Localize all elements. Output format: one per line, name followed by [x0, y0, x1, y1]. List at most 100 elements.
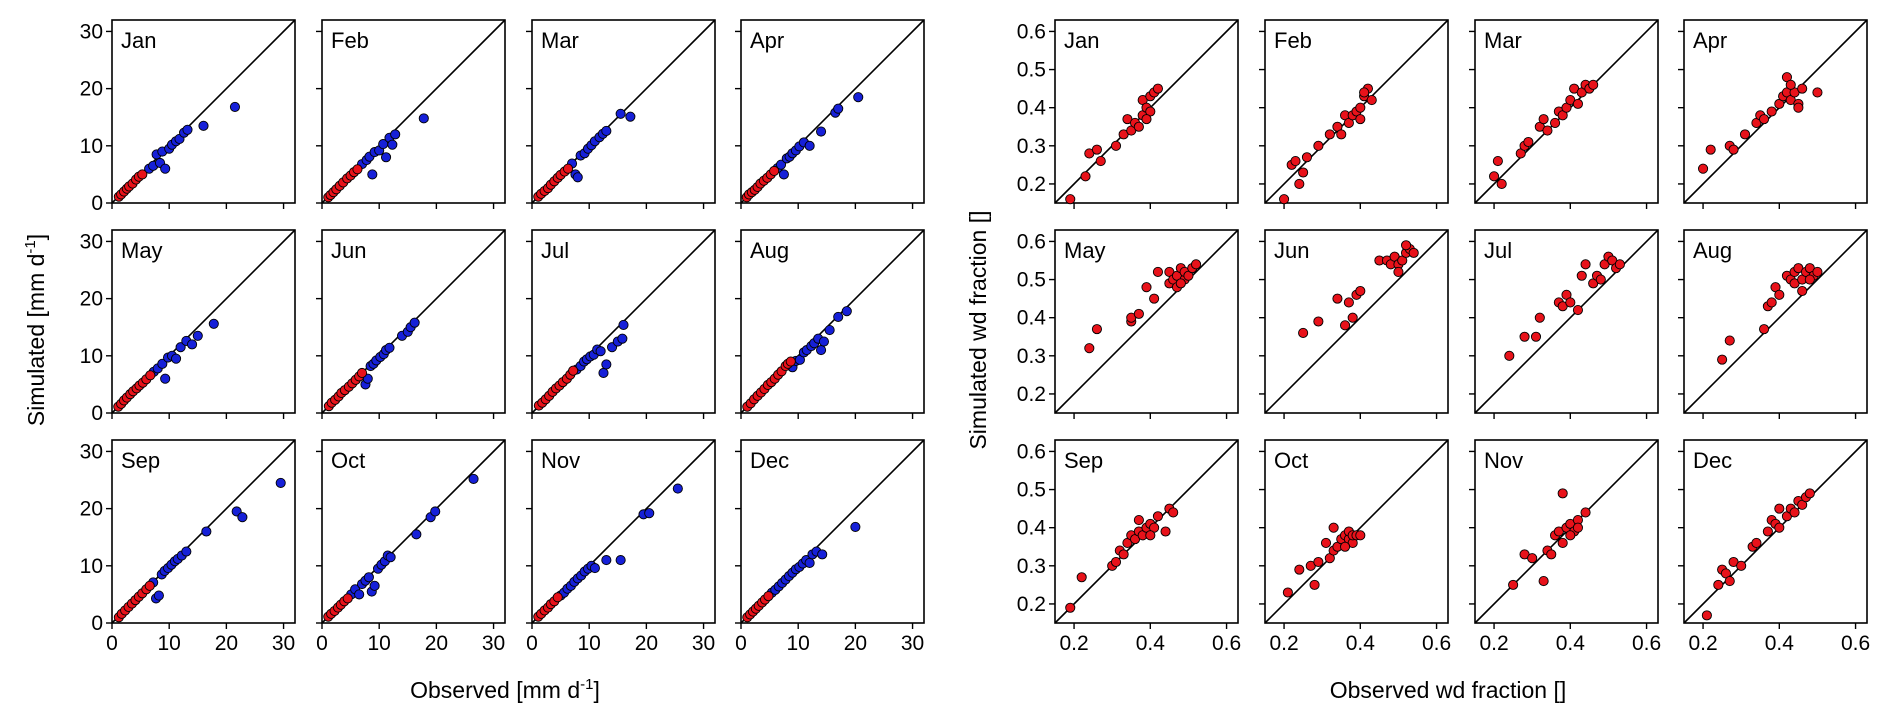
data-point-red: [1133, 515, 1144, 526]
points: [1698, 72, 1823, 174]
panel-right-mar: Mar: [1469, 19, 1659, 209]
data-point-red: [1080, 171, 1091, 182]
month-label: Feb: [1274, 28, 1312, 53]
data-point-red: [1774, 522, 1785, 533]
data-point-red: [1141, 282, 1152, 293]
panel-right-may: 0.2 0.3 0.4 0.5 0.6 May: [1017, 229, 1239, 419]
month-label: Oct: [331, 448, 365, 473]
data-point-blue: [387, 139, 398, 150]
left-y-axis-title: Simulated [mm d-1]: [22, 234, 49, 426]
month-label: Jun: [331, 238, 366, 263]
points: [113, 101, 241, 202]
month-label: Jan: [121, 28, 156, 53]
x-tick-label: 0.6: [1841, 632, 1870, 655]
data-point-red: [1408, 247, 1419, 258]
data-point-red: [1797, 285, 1808, 297]
data-point-red: [1580, 259, 1591, 270]
data-point-red: [1538, 114, 1549, 125]
data-point-red: [1366, 95, 1377, 106]
data-point-red: [1538, 576, 1549, 587]
data-point-red: [1701, 610, 1712, 621]
data-point-blue: [182, 124, 193, 135]
data-point-blue: [385, 552, 396, 563]
points: [742, 306, 852, 412]
data-point-blue: [589, 563, 600, 574]
y-tick-label: 10: [80, 345, 103, 368]
points: [1279, 83, 1377, 205]
month-label: Oct: [1274, 448, 1308, 473]
data-point-red: [1355, 114, 1366, 125]
data-point-red: [1076, 572, 1087, 583]
data-point-red: [1168, 507, 1179, 518]
panel-frame: [1054, 229, 1239, 414]
one-to-one-line: [1474, 229, 1659, 414]
month-label: Jun: [1274, 238, 1309, 263]
month-label: Jul: [541, 238, 569, 263]
data-point-blue: [775, 159, 787, 170]
x-tick-label: 10: [787, 632, 810, 655]
points: [323, 473, 479, 622]
x-tick-label: 20: [844, 632, 867, 655]
panel-frame: [740, 229, 925, 414]
data-point-blue: [354, 589, 365, 600]
data-point-blue: [237, 512, 248, 523]
data-point-blue: [816, 126, 827, 137]
y-tick-label: 0.2: [1017, 593, 1046, 616]
y-tick-label: 0.4: [1017, 307, 1047, 330]
x-tick-label: 0.2: [1059, 632, 1088, 655]
data-point-red: [1565, 530, 1576, 541]
points: [1717, 263, 1823, 365]
panel-frame: [1264, 19, 1449, 204]
data-point-blue: [153, 590, 164, 601]
data-point-red: [1343, 297, 1354, 308]
data-point-blue: [229, 101, 241, 112]
data-point-red: [1313, 140, 1324, 151]
x-tick-label: 0.4: [1765, 632, 1795, 655]
data-point-red: [1542, 125, 1553, 136]
data-point-blue: [615, 555, 626, 566]
x-tick-label: 30: [901, 632, 924, 655]
panel-right-jan: 0.2 0.3 0.4 0.5 0.6 Jan: [1017, 19, 1239, 209]
panel-right-feb: Feb: [1259, 19, 1449, 209]
panel-right-aug: Aug: [1678, 229, 1868, 419]
data-point-red: [1347, 312, 1358, 323]
data-point-blue: [778, 169, 789, 180]
panel-frame: [531, 19, 716, 204]
data-point-red: [1797, 83, 1808, 94]
data-point-red: [1359, 87, 1370, 98]
data-point-red: [1785, 79, 1796, 90]
y-tick-label: 30: [80, 20, 103, 43]
data-point-red: [1804, 488, 1815, 499]
panel-frame: [1264, 439, 1449, 624]
points: [113, 477, 286, 623]
x-tick-label: 20: [215, 632, 238, 655]
data-point-blue: [824, 325, 835, 336]
data-point-red: [1614, 259, 1625, 270]
y-tick-label: 0.6: [1017, 20, 1046, 43]
panel-frame: [531, 229, 716, 414]
data-point-blue: [601, 125, 612, 136]
panel-frame: [1683, 439, 1868, 624]
y-tick-label: 0.2: [1017, 383, 1046, 406]
data-point-red: [785, 356, 796, 367]
y-tick-label: 0.3: [1017, 345, 1046, 368]
month-label: Aug: [1693, 238, 1732, 263]
points: [1504, 251, 1625, 361]
data-point-red: [1736, 560, 1747, 571]
data-point-blue: [850, 521, 861, 532]
left-panel-grid: 0 10 20 30 Jan Feb Mar Apr 0 10 20 30 May Jun Jul Aug 0 1…: [80, 19, 925, 655]
month-label: Dec: [750, 448, 789, 473]
y-tick-label: 0.5: [1017, 269, 1046, 292]
data-point-red: [1065, 602, 1076, 613]
panel-right-nov: 0.2 0.4 0.6 Nov: [1469, 439, 1661, 655]
data-point-red: [1812, 266, 1823, 277]
data-point-red: [1557, 488, 1568, 499]
data-point-blue: [369, 580, 380, 591]
data-point-red: [1774, 503, 1785, 514]
data-point-blue: [601, 555, 612, 566]
data-point-red: [1328, 522, 1339, 533]
data-point-red: [1534, 312, 1545, 323]
panel-right-jul: Jul: [1469, 229, 1659, 419]
data-point-red: [1565, 297, 1576, 308]
y-tick-label: 0.4: [1017, 517, 1047, 540]
